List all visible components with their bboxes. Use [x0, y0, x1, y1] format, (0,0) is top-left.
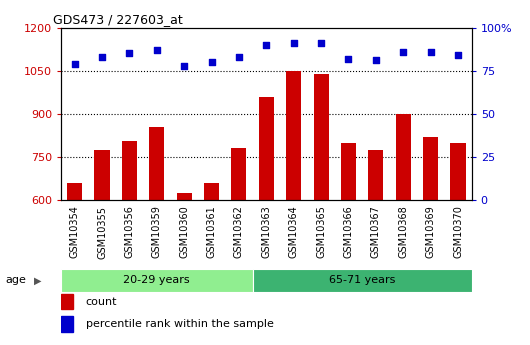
- Point: [454, 52, 462, 58]
- Point: [262, 42, 270, 48]
- Bar: [286, 71, 301, 200]
- Bar: [450, 142, 465, 200]
- Point: [125, 51, 134, 56]
- Bar: [396, 114, 411, 200]
- Text: ▶: ▶: [34, 275, 42, 285]
- Text: GSM10370: GSM10370: [453, 206, 463, 258]
- Point: [70, 61, 79, 67]
- Bar: [204, 183, 219, 200]
- Point: [317, 40, 325, 46]
- Text: GSM10359: GSM10359: [152, 206, 162, 258]
- Text: GSM10366: GSM10366: [343, 206, 354, 258]
- Text: GSM10365: GSM10365: [316, 206, 326, 258]
- Text: GSM10356: GSM10356: [125, 206, 135, 258]
- Bar: [61, 294, 73, 309]
- Text: GSM10360: GSM10360: [179, 206, 189, 258]
- Bar: [314, 73, 329, 200]
- Bar: [341, 142, 356, 200]
- Bar: [61, 316, 73, 332]
- Point: [180, 63, 189, 68]
- Point: [153, 47, 161, 53]
- Bar: [176, 193, 192, 200]
- Bar: [232, 148, 246, 200]
- Text: GSM10364: GSM10364: [289, 206, 299, 258]
- Point: [426, 49, 435, 55]
- Text: percentile rank within the sample: percentile rank within the sample: [86, 319, 273, 329]
- Bar: [253, 269, 472, 292]
- Text: age: age: [5, 275, 26, 285]
- Point: [372, 58, 380, 63]
- Point: [207, 59, 216, 65]
- Point: [235, 54, 243, 60]
- Bar: [94, 150, 110, 200]
- Point: [98, 54, 106, 60]
- Text: GSM10354: GSM10354: [69, 206, 80, 258]
- Text: GSM10363: GSM10363: [261, 206, 271, 258]
- Text: GSM10369: GSM10369: [426, 206, 436, 258]
- Text: 20-29 years: 20-29 years: [123, 275, 190, 285]
- Text: GDS473 / 227603_at: GDS473 / 227603_at: [53, 13, 182, 27]
- Text: GSM10361: GSM10361: [207, 206, 217, 258]
- Text: 65-71 years: 65-71 years: [329, 275, 395, 285]
- Point: [344, 56, 353, 61]
- Bar: [149, 127, 164, 200]
- Bar: [423, 137, 438, 200]
- Point: [399, 49, 408, 55]
- Bar: [368, 150, 383, 200]
- Text: GSM10367: GSM10367: [371, 206, 381, 258]
- Bar: [61, 269, 253, 292]
- Text: GSM10355: GSM10355: [97, 206, 107, 259]
- Text: count: count: [86, 297, 117, 307]
- Text: GSM10368: GSM10368: [398, 206, 408, 258]
- Bar: [122, 141, 137, 200]
- Bar: [259, 97, 274, 200]
- Bar: [67, 183, 82, 200]
- Point: [289, 40, 298, 46]
- Text: GSM10362: GSM10362: [234, 206, 244, 258]
